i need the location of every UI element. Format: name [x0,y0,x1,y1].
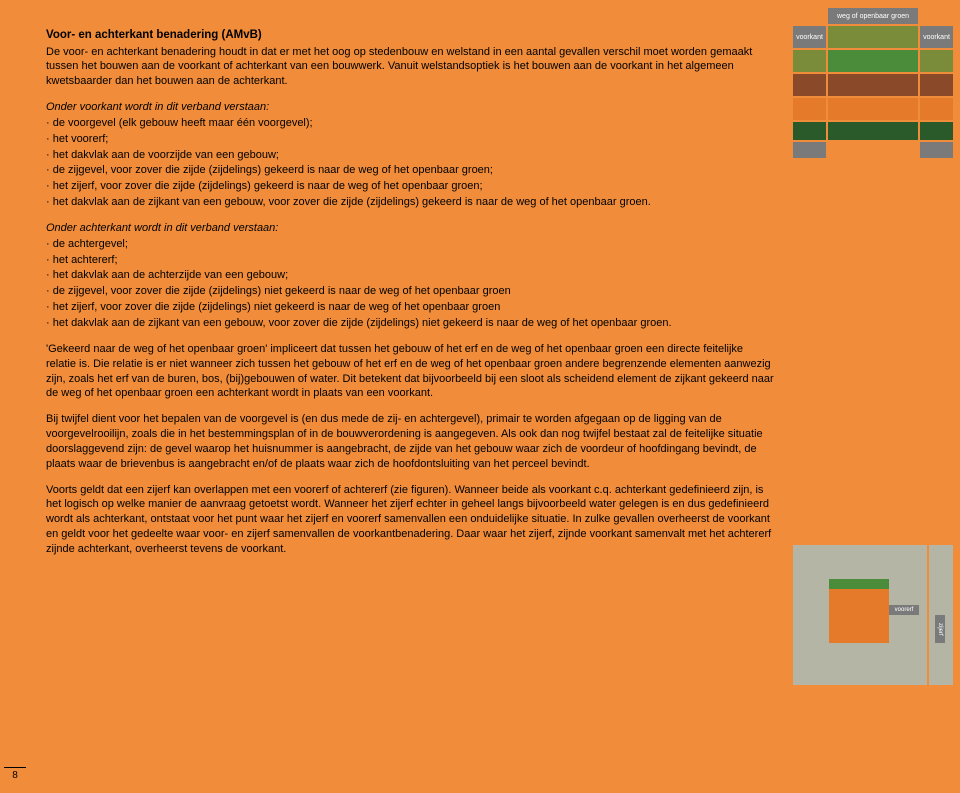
achterkant-item: · het zijerf, voor zover die zijde (zijd… [46,300,774,315]
voorkant-label: voorkant [920,26,953,48]
text-content: Voor- en achterkant benadering (AMvB) De… [46,28,774,558]
voorerf-label: voorerf [889,605,919,615]
road-label: weg of openbaar groen [828,8,918,24]
achterkant-item: · het achtererf; [46,253,774,268]
diagram-bottom: voorerf zijerf [793,545,953,685]
diagram-top: weg of openbaar groen voorkant voorkant [793,8,953,158]
voorkant-label: voorkant [793,26,826,48]
achterkant-item: · de zijgevel, voor zover die zijde (zij… [46,284,774,299]
paragraph-intro: De voor- en achterkant benadering houdt … [46,45,774,90]
voorkant-lead: Onder voorkant wordt in dit verband vers… [46,100,774,115]
voorkant-item: · de voorgevel (elk gebouw heeft maar éé… [46,116,774,131]
achterkant-item: · het dakvlak aan de achterzijde van een… [46,268,774,283]
achterkant-item: · het dakvlak aan de zijkant van een geb… [46,316,774,331]
paragraph-twijfel: Bij twijfel dient voor het bepalen van d… [46,412,774,471]
voorkant-item: · de zijgevel, voor zover die zijde (zij… [46,163,774,178]
voorkant-item: · het zijerf, voor zover die zijde (zijd… [46,179,774,194]
page-number: 8 [0,770,30,781]
paragraph-overlap: Voorts geldt dat een zijerf kan overlapp… [46,483,774,557]
paragraph-gekeerd: 'Gekeerd naar de weg of het openbaar gro… [46,342,774,401]
page: Voor- en achterkant benadering (AMvB) De… [0,0,960,793]
zijerf-label: zijerf [935,615,945,643]
voorkant-item: · het voorerf; [46,132,774,147]
achterkant-item: · de achtergevel; [46,237,774,252]
house-shape [829,579,889,643]
achterkant-lead: Onder achterkant wordt in dit verband ve… [46,221,774,236]
voorkant-item: · het dakvlak aan de voorzijde van een g… [46,148,774,163]
voorkant-item: · het dakvlak aan de zijkant van een geb… [46,195,774,210]
heading: Voor- en achterkant benadering (AMvB) [46,28,774,44]
